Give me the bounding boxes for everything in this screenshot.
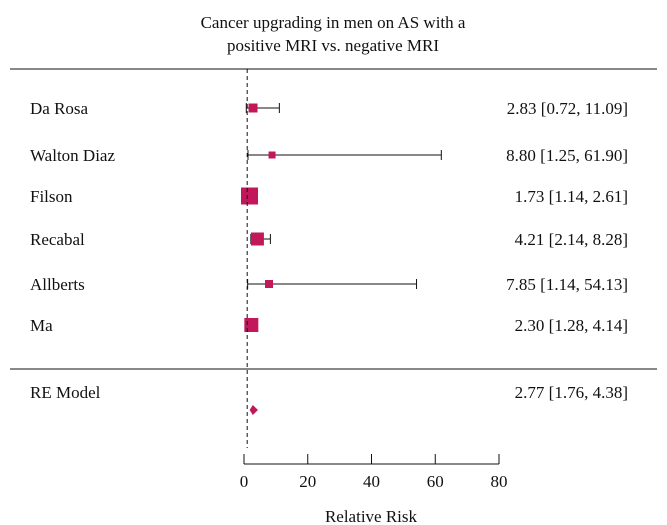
study-row: Recabal 4.21 [2.14, 8.28] [30, 230, 628, 249]
study-name: Allberts [30, 275, 85, 294]
x-tick-label: 60 [427, 472, 444, 491]
x-tick-label: 0 [240, 472, 249, 491]
effect-size-label: 2.83 [0.72, 11.09] [507, 99, 628, 118]
point-estimate-marker [250, 232, 264, 246]
study-row: Da Rosa 2.83 [0.72, 11.09] [30, 99, 628, 118]
summary-diamond [249, 405, 258, 415]
effect-size-label: 1.73 [1.14, 2.61] [515, 187, 628, 206]
point-estimate-marker [268, 151, 276, 159]
summary-effect-label: 2.77 [1.76, 4.38] [515, 383, 628, 402]
point-estimate-marker [241, 187, 259, 205]
point-estimate-marker [244, 318, 259, 332]
study-row: Walton Diaz 8.80 [1.25, 61.90] [30, 146, 628, 165]
effect-size-label: 7.85 [1.14, 54.13] [506, 275, 628, 294]
study-name: Da Rosa [30, 99, 89, 118]
x-tick-label: 40 [363, 472, 380, 491]
study-name: Walton Diaz [30, 146, 115, 165]
x-axis-label: Relative Risk [325, 507, 418, 525]
x-tick-label: 80 [491, 472, 508, 491]
summary-row: RE Model 2.77 [1.76, 4.38] [30, 383, 628, 415]
study-row: Ma 2.30 [1.28, 4.14] [30, 316, 628, 335]
effect-size-label: 4.21 [2.14, 8.28] [515, 230, 628, 249]
study-name: Recabal [30, 230, 85, 249]
effect-size-label: 8.80 [1.25, 61.90] [506, 146, 628, 165]
chart-title-line-1: Cancer upgrading in men on AS with a [201, 13, 466, 32]
study-row: Filson 1.73 [1.14, 2.61] [30, 187, 628, 206]
study-name: Filson [30, 187, 73, 206]
study-name: Ma [30, 316, 53, 335]
point-estimate-marker [265, 280, 274, 288]
chart-title-line-2: positive MRI vs. negative MRI [227, 36, 439, 55]
point-estimate-marker [248, 103, 258, 113]
summary-name: RE Model [30, 383, 101, 402]
x-tick-label: 20 [299, 472, 316, 491]
study-row: Allberts 7.85 [1.14, 54.13] [30, 275, 628, 294]
effect-size-label: 2.30 [1.28, 4.14] [515, 316, 628, 335]
